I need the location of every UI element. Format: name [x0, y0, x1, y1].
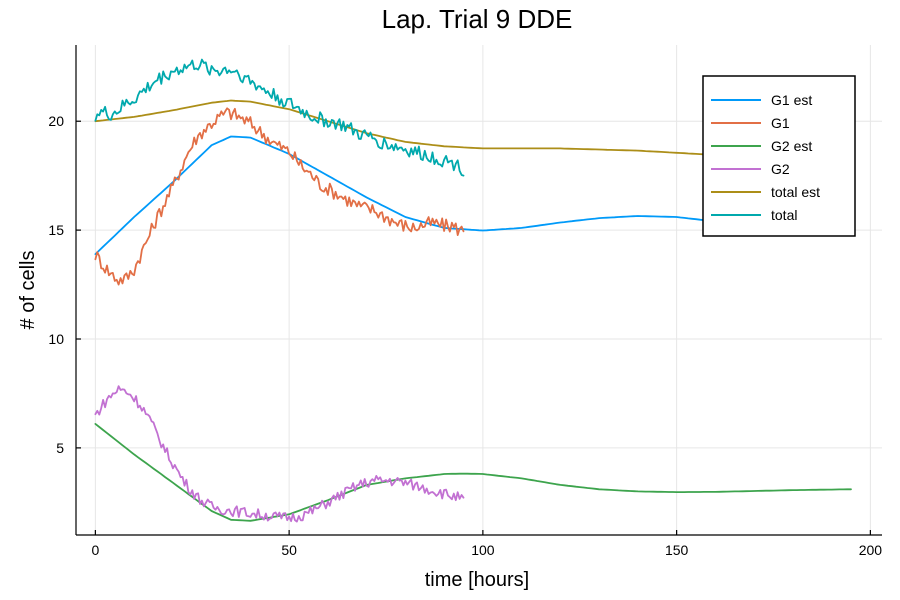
x-tick-label: 100	[471, 542, 495, 558]
x-tick-label: 0	[91, 542, 99, 558]
legend: G1 est G1 G2 est G2 total est total	[702, 75, 856, 237]
legend-label-total: total	[771, 207, 797, 223]
x-axis-label: time [hours]	[425, 569, 529, 591]
legend-label-g1-est: G1 est	[771, 92, 812, 108]
x-tick-label: 150	[665, 542, 689, 558]
y-tick-label: 20	[48, 113, 64, 129]
y-tick-label: 15	[48, 222, 64, 238]
series-line-total	[94, 58, 465, 177]
axes: 0 50 100 150 200 5 10 15 20	[48, 45, 882, 558]
series-line-g1	[94, 107, 465, 286]
series-line-g2	[94, 385, 465, 523]
legend-label-g1: G1	[771, 115, 790, 131]
chart-title: Lap. Trial 9 DDE	[382, 4, 573, 34]
x-tick-label: 200	[859, 542, 883, 558]
y-tick-label: 10	[48, 331, 64, 347]
series-line-g2-est	[94, 423, 852, 522]
legend-label-total-est: total est	[771, 184, 820, 200]
x-tick-label: 50	[281, 542, 297, 558]
legend-label-g2-est: G2 est	[771, 138, 812, 154]
y-axis-label: # of cells	[17, 251, 39, 330]
legend-label-g2: G2	[771, 161, 790, 177]
y-tick-label: 5	[56, 440, 64, 456]
legend-box	[702, 75, 856, 237]
